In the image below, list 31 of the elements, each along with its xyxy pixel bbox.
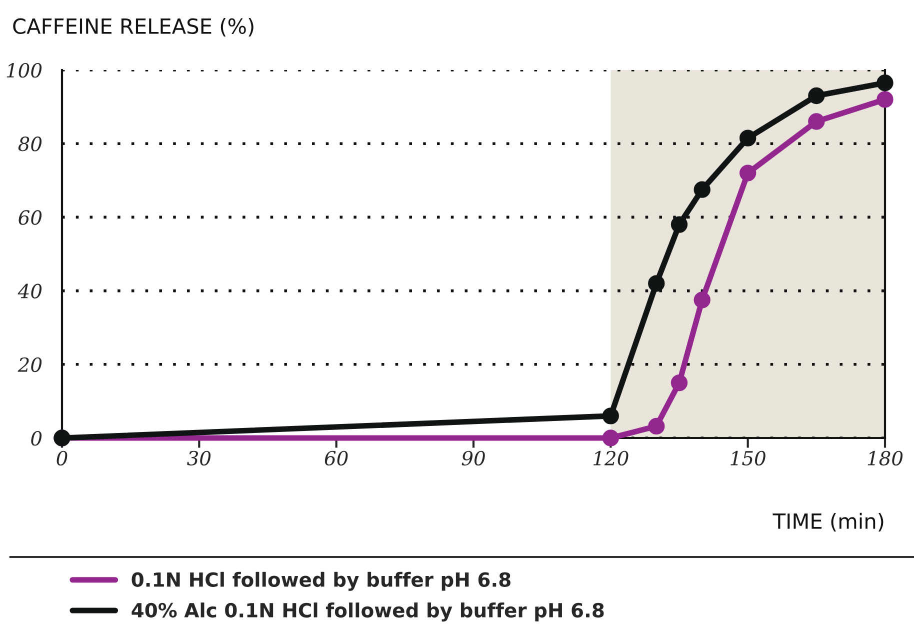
- x-tick-label: 30: [187, 450, 211, 466]
- point: [694, 181, 710, 198]
- point: [876, 91, 894, 108]
- y-tick-label: 60: [18, 210, 42, 225]
- x-axis-title: TIME (min): [772, 512, 884, 532]
- point: [670, 216, 688, 233]
- point: [740, 130, 756, 146]
- point: [808, 87, 825, 104]
- y-tick-label: 80: [18, 136, 42, 152]
- point: [694, 292, 710, 308]
- y-tick-label: 0: [31, 430, 42, 446]
- point: [648, 418, 665, 435]
- legend-label: 40% Alc 0.1N HCl followed by buffer pH 6.8: [132, 602, 604, 622]
- point: [648, 275, 665, 292]
- point: [670, 374, 688, 392]
- point: [602, 430, 619, 446]
- x-tick-label: 120: [593, 450, 628, 466]
- legend-label: 0.1N HCl followed by buffer pH 6.8: [132, 572, 510, 591]
- x-tick-label: 90: [462, 450, 485, 466]
- x-tick-label: 180: [868, 450, 903, 466]
- x-tick-label: 60: [324, 450, 348, 466]
- y-tick-label: 100: [6, 62, 42, 78]
- y-axis-title: CAFFEINE RELEASE (%): [13, 18, 254, 36]
- x-tick-label: 0: [56, 450, 68, 466]
- point: [808, 113, 825, 130]
- point: [876, 74, 894, 92]
- point: [740, 164, 756, 182]
- point: [602, 408, 619, 424]
- x-tick-label: 150: [730, 450, 766, 466]
- y-tick-label: 40: [18, 284, 42, 298]
- y-tick-label: 20: [18, 357, 42, 372]
